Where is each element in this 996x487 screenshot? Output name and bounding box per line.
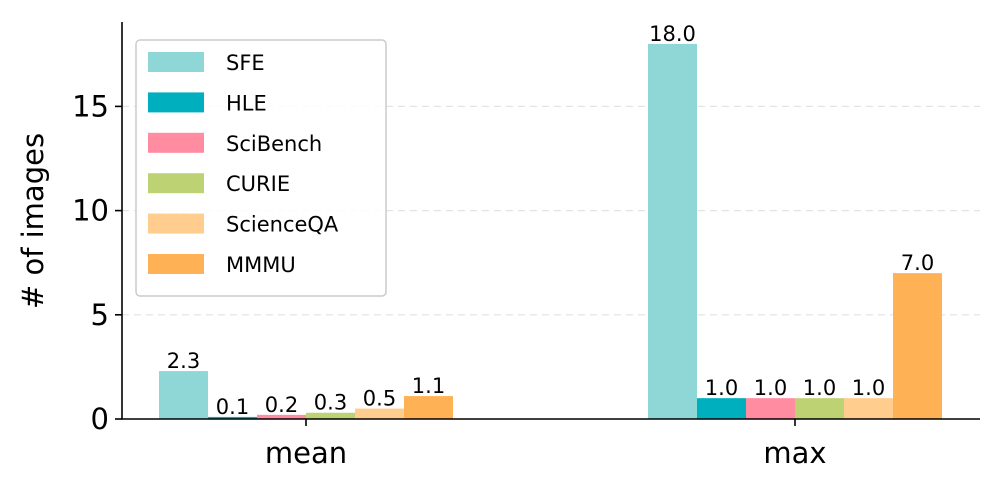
y-tick-label: 0 [91, 402, 109, 436]
bar [208, 416, 257, 419]
x-tick-label: max [763, 436, 826, 470]
bar-value-label: 1.0 [852, 376, 885, 400]
legend-label: SciBench [226, 132, 322, 156]
legend-swatch [148, 92, 204, 113]
bar [404, 396, 453, 419]
gridlines [122, 105, 980, 316]
bar [159, 371, 208, 419]
legend-swatch [148, 132, 204, 153]
legend-swatch [148, 173, 204, 194]
legend-swatch [148, 254, 204, 274]
bar [257, 414, 306, 419]
bar-value-label: 1.0 [803, 376, 836, 400]
bar [697, 398, 746, 419]
bar [648, 43, 697, 419]
bar-value-label: 0.5 [363, 387, 396, 411]
data-labels: 2.3 18.0 0.1 1.0 0.2 1.0 0.3 1.0 0.5 1.0 1.1 7.0 [167, 22, 934, 419]
legend-label: MMMU [226, 253, 296, 277]
bar-value-label: 0.2 [265, 393, 298, 417]
bar [893, 273, 942, 419]
y-tick-label: 15 [72, 89, 109, 123]
legend-swatch [148, 213, 204, 234]
bar-value-label: 2.3 [167, 349, 200, 373]
y-axis-label: # of images [16, 133, 50, 309]
legend-label: CURIE [226, 172, 290, 196]
bar-value-label: 1.1 [412, 374, 445, 398]
y-tick-label: 5 [91, 298, 109, 332]
legend-label: ScienceQA [226, 213, 339, 237]
bar-value-label: 1.0 [754, 376, 787, 400]
bar [844, 398, 893, 419]
bar [355, 408, 404, 419]
bars [159, 43, 942, 419]
y-tick-label: 10 [72, 194, 109, 228]
bar [746, 398, 795, 419]
legend: SFE HLE SciBench CURIE ScienceQA MMMU [135, 39, 387, 297]
legend-swatch [148, 52, 204, 72]
x-tick-label: mean [265, 436, 347, 470]
axes [121, 22, 980, 420]
legend-label: HLE [226, 91, 267, 115]
bar-value-label: 7.0 [901, 251, 934, 275]
bar-value-label: 0.1 [216, 395, 249, 419]
ticks: 0 5 10 15 mean max [72, 89, 827, 470]
bar-value-label: 1.0 [705, 376, 738, 400]
legend-label: SFE [226, 51, 265, 75]
bar [306, 412, 355, 419]
bar [795, 398, 844, 419]
bar-value-label: 18.0 [649, 22, 696, 46]
bar-value-label: 0.3 [314, 391, 347, 415]
